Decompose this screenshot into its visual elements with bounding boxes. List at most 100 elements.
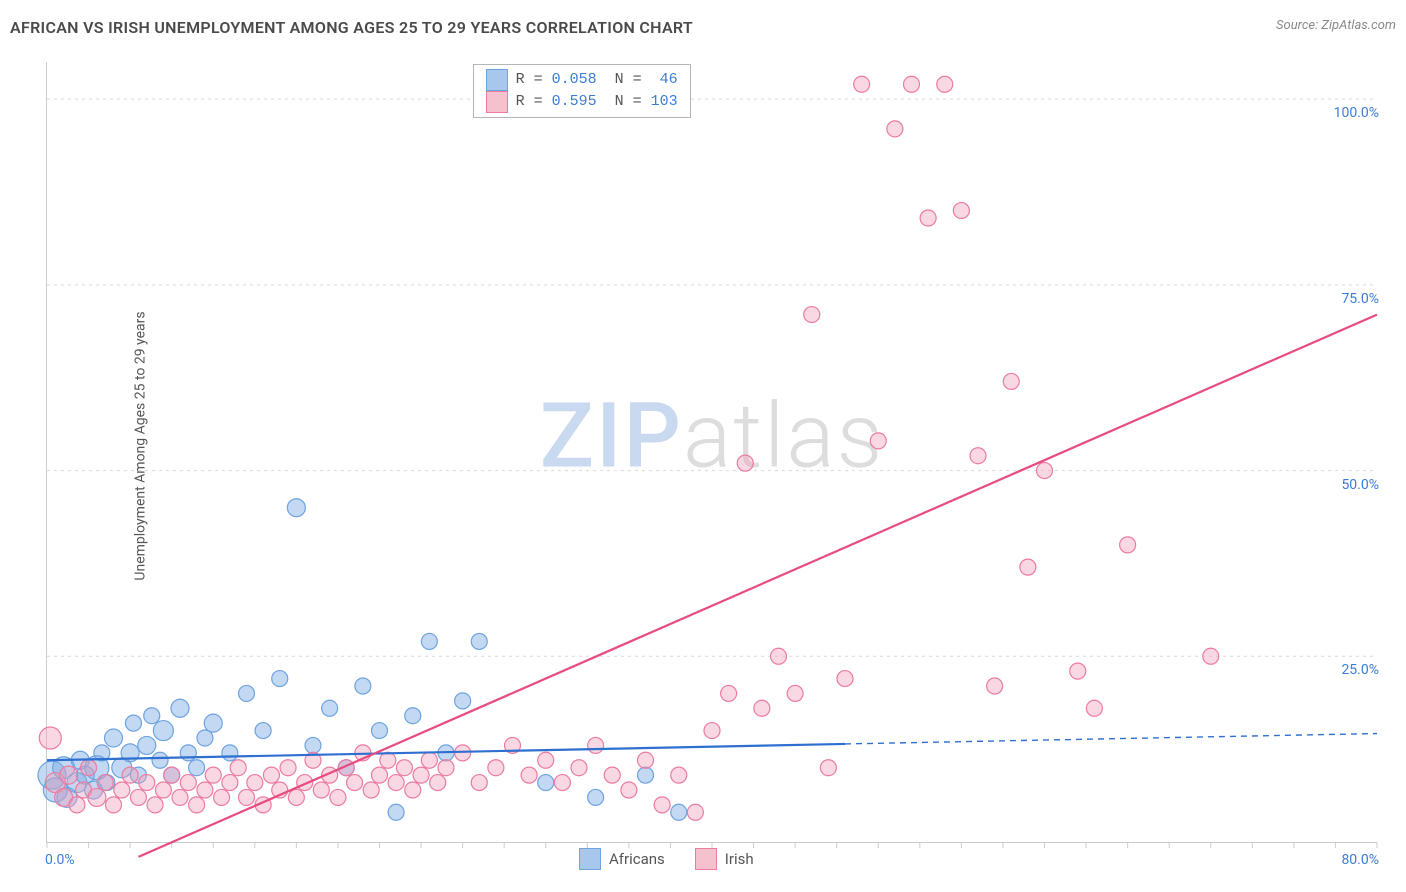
scatter-point [125,715,141,731]
scatter-point [205,767,221,783]
scatter-point [355,678,371,694]
scatter-point [130,789,146,805]
scatter-point [687,804,703,820]
scatter-point [970,448,986,464]
scatter-point [330,789,346,805]
scatter-point [222,775,238,791]
scatter-point [388,775,404,791]
scatter-point [396,760,412,776]
scatter-point [272,671,288,687]
scatter-point [239,789,255,805]
scatter-point [363,782,379,798]
x-tick-label: 0.0% [45,852,75,868]
scatter-point [654,797,670,813]
scatter-point [255,723,271,739]
scatter-point [105,729,123,747]
y-tick-label: 50.0% [1341,477,1379,493]
scatter-point [721,685,737,701]
scatter-point [153,721,173,741]
scatter-point [754,700,770,716]
scatter-point [887,121,903,137]
scatter-point [920,210,936,226]
scatter-point [1120,537,1136,553]
scatter-point [1003,373,1019,389]
scatter-point [787,685,803,701]
scatter-point [214,789,230,805]
scatter-point [554,775,570,791]
scatter-point [106,797,122,813]
scatter-point [987,678,1003,694]
scatter-point [405,782,421,798]
scatter-point [197,730,213,746]
scatter-point [413,767,429,783]
scatter-point [421,752,437,768]
chart-title: AFRICAN VS IRISH UNEMPLOYMENT AMONG AGES… [10,18,693,37]
scatter-point [455,693,471,709]
scatter-point [588,737,604,753]
stats-legend-row: R = 0.595 N = 103 [486,91,678,113]
legend-swatch [486,69,508,91]
scatter-point [704,723,720,739]
scatter-point [538,752,554,768]
scatter-point [937,76,953,92]
scatter-point [405,708,421,724]
bottom-legend-item: Africans [579,848,665,870]
scatter-point [638,767,654,783]
y-tick-label: 75.0% [1341,291,1379,307]
scatter-point [288,789,304,805]
scatter-point [347,775,363,791]
scatter-point [144,708,160,724]
scatter-point [671,804,687,820]
scatter-point [904,76,920,92]
scatter-point [671,767,687,783]
scatter-point [239,685,255,701]
scatter-point [138,736,156,754]
scatter-point [164,767,180,783]
scatter-point [1020,559,1036,575]
scatter-point [471,633,487,649]
scatter-point [953,203,969,219]
scatter-point [438,760,454,776]
scatter-point [139,775,155,791]
stats-legend: R = 0.058 N = 46R = 0.595 N = 103 [473,64,691,118]
scatter-point [322,700,338,716]
scatter-point [222,745,238,761]
scatter-point [1070,663,1086,679]
scatter-point [771,648,787,664]
scatter-point [372,723,388,739]
scatter-point [870,433,886,449]
scatter-point [39,727,61,749]
scatter-point [837,671,853,687]
scatter-point [263,767,279,783]
scatter-point [155,782,171,798]
scatter-point [305,737,321,753]
scatter-point [189,760,205,776]
title-bar: AFRICAN VS IRISH UNEMPLOYMENT AMONG AGES… [10,18,1396,42]
scatter-point [81,760,97,776]
scatter-point [204,714,222,732]
legend-swatch [695,848,717,870]
scatter-point [804,307,820,323]
scatter-point [421,633,437,649]
y-tick-label: 100.0% [1334,105,1379,121]
scatter-point [1203,648,1219,664]
scatter-point [854,76,870,92]
plot-area: ZIPatlas R = 0.058 N = 46R = 0.595 N = 1… [46,62,1377,843]
scatter-point [604,767,620,783]
scatter-point [488,760,504,776]
scatter-point [247,775,263,791]
bottom-legend-item: Irish [695,848,754,870]
scatter-point [430,775,446,791]
legend-label: Irish [725,850,754,868]
scatter-point [313,782,329,798]
scatter-point [621,782,637,798]
scatter-point [538,775,554,791]
legend-swatch [579,848,601,870]
scatter-point [60,766,78,784]
scatter-point [189,797,205,813]
source-text: Source: ZipAtlas.com [1276,18,1396,33]
scatter-point [737,455,753,471]
scatter-point [97,775,113,791]
scatter-point [1086,700,1102,716]
x-tick-label: 80.0% [1341,852,1379,868]
